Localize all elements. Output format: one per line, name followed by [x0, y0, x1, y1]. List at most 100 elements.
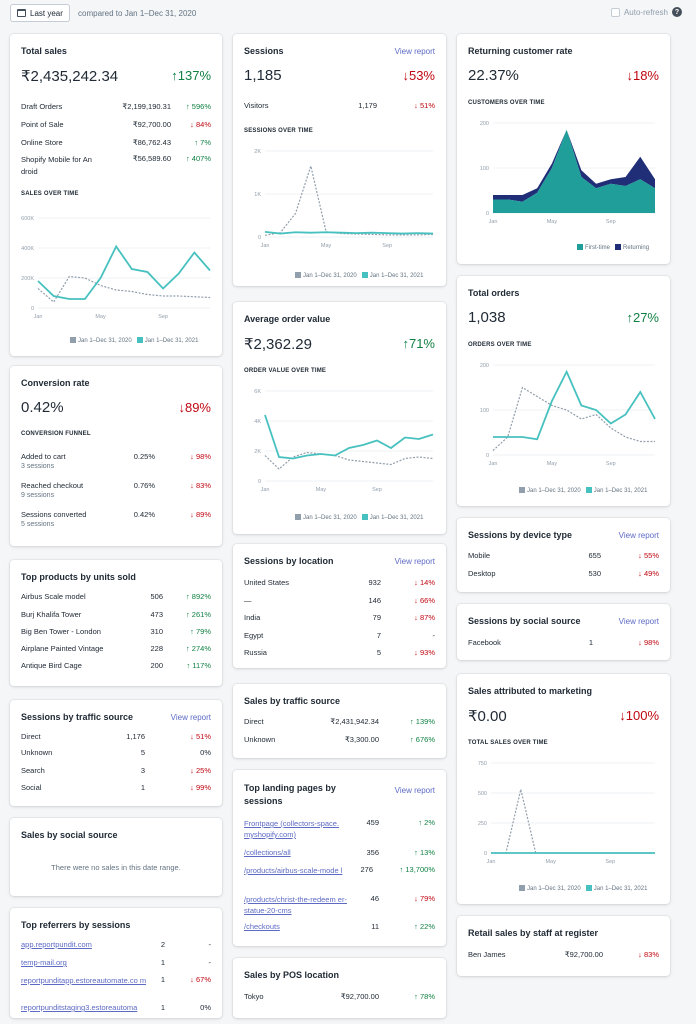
- line-series-curr: [264, 230, 434, 235]
- landing-page-link[interactable]: /products/christ-the-redeem er-statue-20…: [244, 895, 347, 915]
- view-report-link[interactable]: View report: [394, 557, 435, 566]
- row-value: 228: [150, 644, 163, 653]
- change-value: ↓53%: [402, 68, 435, 83]
- legend-label-prev: Jan 1–Dec 31, 2020: [303, 273, 357, 279]
- chart-title: ORDER VALUE OVER TIME: [244, 368, 327, 374]
- row-value: 146: [368, 596, 381, 605]
- funnel-step: Added to cart 3 sessions 0.25% ↓ 98%: [21, 452, 211, 474]
- legend-label-curr: Jan 1–Dec 31, 2021: [369, 273, 424, 279]
- list-item: /products/christ-the-redeem er-statue-20…: [244, 894, 435, 916]
- y-tick-label: 2K: [254, 149, 261, 155]
- row-value: ₹92,700.00: [340, 992, 379, 1001]
- x-tick-label: May: [545, 859, 556, 865]
- card-title: Average order value: [244, 314, 331, 324]
- x-tick-label: Jan: [34, 314, 43, 320]
- view-report-link[interactable]: View report: [618, 617, 659, 626]
- referrer-link[interactable]: temp-mail.org: [21, 958, 67, 967]
- row-sub: 9 sessions: [21, 492, 55, 499]
- landing-page-link[interactable]: /collections/all: [244, 848, 291, 857]
- line-series-prev: [491, 789, 655, 854]
- auto-refresh[interactable]: Auto-refresh ?: [610, 7, 682, 17]
- landing-page-link[interactable]: /checkouts: [244, 922, 280, 931]
- row-label: Unknown: [244, 735, 276, 744]
- list-item: Unknown 5 0%: [21, 748, 211, 760]
- row-value: ₹56,589.60: [132, 154, 171, 163]
- legend-label-prev: Jan 1–Dec 31, 2020: [527, 488, 581, 494]
- row-change: ↑ 22%: [414, 922, 435, 931]
- help-icon[interactable]: ?: [672, 7, 682, 17]
- row-value: 0.42%: [133, 510, 155, 519]
- chart-title: SALES OVER TIME: [21, 191, 79, 197]
- row-change: ↑ 2%: [418, 818, 435, 827]
- change-value: ↑27%: [626, 310, 659, 325]
- list-item: Draft Orders ₹2,199,190.31 ↑ 596%: [21, 102, 211, 114]
- line-series-prev: [264, 163, 434, 236]
- legend-swatch-curr: [361, 514, 368, 520]
- view-report-link[interactable]: View report: [394, 786, 435, 795]
- row-value: 932: [368, 578, 381, 587]
- top-products-card: Top products by units sold Airbus Scale …: [10, 560, 222, 686]
- card-title: Top products by units sold: [21, 572, 136, 582]
- row-change: ↓ 98%: [638, 638, 659, 647]
- legend-swatch-prev: [519, 487, 525, 493]
- row-sub: 3 sessions: [21, 463, 55, 470]
- row-change: ↑ 407%: [185, 154, 211, 163]
- row-label: Ben James: [468, 950, 506, 959]
- y-tick-label: 200: [480, 363, 489, 369]
- referrer-link[interactable]: app.reportpundit.com: [21, 940, 92, 949]
- list-item: Direct 1,176 ↓ 51%: [21, 732, 211, 744]
- legend-label-curr: Jan 1–Dec 31, 2021: [369, 515, 424, 521]
- change-value: ↑137%: [171, 68, 211, 83]
- funnel-title: CONVERSION FUNNEL: [21, 431, 91, 437]
- card-title: Sessions: [244, 46, 284, 56]
- view-report-link[interactable]: View report: [170, 713, 211, 722]
- date-range-button[interactable]: Last year: [10, 4, 70, 22]
- x-tick-label: Jan: [489, 219, 498, 225]
- sessions-location-card: Sessions by location View report United …: [233, 544, 446, 668]
- list-item: /checkouts 11 ↑ 22%: [244, 922, 435, 934]
- area-first-time: [493, 129, 655, 213]
- referrer-link[interactable]: reportpunditstaging3.estoreautoma: [21, 1003, 138, 1012]
- landing-page-link[interactable]: Frontpage (collectors-space. myshopify.c…: [244, 819, 340, 839]
- view-report-link[interactable]: View report: [618, 531, 659, 540]
- legend-label-curr: Jan 1–Dec 31, 2021: [144, 338, 199, 344]
- row-value: 1: [588, 638, 593, 647]
- referrer-link[interactable]: reportpunditapp.estoreautomate.co m: [21, 976, 147, 985]
- total-orders-card: Total orders 1,038 ↑27% ORDERS OVER TIME…: [457, 276, 670, 506]
- social-sales-card: Sales by social source There were no sal…: [10, 818, 222, 896]
- chart-legend: Jan 1–Dec 31, 2020 Jan 1–Dec 31, 2021: [295, 514, 423, 521]
- row-value: ₹86,762.43: [132, 138, 171, 147]
- list-item: Desktop 530 ↓ 49%: [468, 569, 659, 581]
- row-change: ↑ 892%: [185, 592, 211, 601]
- row-label: —: [244, 596, 252, 605]
- view-report-link[interactable]: View report: [394, 47, 435, 56]
- row-change: ↑ 274%: [185, 644, 211, 653]
- chart-title: SESSIONS OVER TIME: [244, 128, 313, 134]
- row-value: 2: [160, 940, 165, 949]
- x-tick-label: Jan: [489, 461, 498, 467]
- list-item: — 146 ↓ 66%: [244, 596, 435, 608]
- row-value: 5: [140, 748, 145, 757]
- chart-title: CUSTOMERS OVER TIME: [468, 100, 545, 106]
- y-tick-label: 250: [478, 821, 487, 827]
- list-item: Big Ben Tower - London 310 ↑ 79%: [21, 627, 211, 639]
- row-change: ↓ 25%: [190, 766, 211, 775]
- funnel-step: Sessions converted 5 sessions 0.42% ↓ 89…: [21, 510, 211, 532]
- list-item: app.reportpundit.com 2 -: [21, 940, 211, 952]
- card-title: Sales attributed to marketing: [468, 686, 593, 696]
- auto-refresh-checkbox[interactable]: [610, 7, 620, 17]
- row-change: ↑ 79%: [190, 627, 211, 636]
- legend-swatch-prev: [70, 337, 76, 343]
- row-change: ↑ 261%: [185, 610, 211, 619]
- landing-page-link[interactable]: /products/airbus-scale-mode l: [244, 866, 343, 875]
- x-tick-label: Jan: [487, 859, 496, 865]
- row-label: Big Ben Tower - London: [21, 627, 101, 636]
- row-label: Social: [21, 783, 42, 792]
- row-value: 310: [150, 627, 163, 636]
- list-item: /products/airbus-scale-mode l 276 ↑ 13,7…: [244, 865, 435, 887]
- row-change: 0%: [200, 748, 211, 757]
